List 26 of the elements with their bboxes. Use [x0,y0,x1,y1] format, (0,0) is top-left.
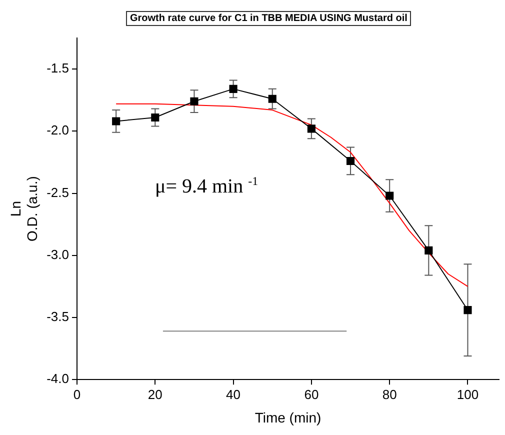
point [268,94,276,103]
point [307,124,316,133]
point [112,117,120,126]
point [190,97,198,106]
x-tick-label: 0 [73,386,81,402]
point [424,246,433,254]
chart-title: Growth rate curve for C1 in TBB MEDIA USING Mustard oil [126,11,412,26]
x-axis-title: Time (min) [254,409,322,426]
annotation: μ= 9.4 min $^{-1}$ [155,174,258,199]
y-tick-label: -1.5 [46,60,69,76]
point [151,113,160,122]
x-tick-label: 60 [304,386,319,402]
x-tick-label: 40 [226,386,241,402]
point [229,84,238,93]
y-tick-label: -2.5 [46,184,69,200]
x-tick-label: 20 [148,386,162,402]
x-tick-label: 80 [382,386,397,402]
point [346,156,355,166]
y-tick-label: -2.0 [46,122,69,138]
y-tick-label: -3.0 [46,246,69,262]
point [386,192,394,200]
y-tick-label: -4.0 [46,371,69,386]
y-tick-label: -3.5 [46,309,69,324]
y-axis-title: Ln O.D. (a.u.) [7,176,40,242]
x-tick-label: 100 [456,386,479,402]
point [464,306,472,314]
